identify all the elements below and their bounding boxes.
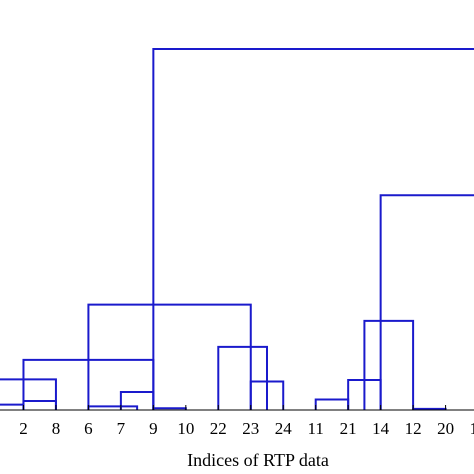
- x-tick-label: 14: [372, 419, 390, 438]
- x-tick-label: 13: [470, 419, 474, 438]
- x-tick-label: 20: [437, 419, 454, 438]
- x-tick-label: 23: [242, 419, 259, 438]
- x-tick-label: 8: [52, 419, 61, 438]
- x-tick-label: 9: [149, 419, 158, 438]
- dendrogram-link-1: [0, 403, 25, 410]
- dendrogram-link-2: [22, 399, 57, 410]
- dendrogram-link-11: [363, 319, 415, 410]
- x-tick-label: 2: [19, 419, 28, 438]
- x-tick-label: 12: [405, 419, 422, 438]
- dendrogram-link-15: [379, 194, 474, 410]
- dendrogram-link-14: [87, 303, 252, 410]
- x-tick-label: 6: [84, 419, 93, 438]
- x-tick-label: 11: [308, 419, 324, 438]
- x-tick-label: 21: [340, 419, 357, 438]
- dendrogram-links: [0, 48, 474, 410]
- dendrogram-link-9: [314, 398, 350, 410]
- dendrogram-link-5: [87, 405, 139, 410]
- x-tick-label: 24: [275, 419, 293, 438]
- x-axis-ticks: [22, 405, 447, 410]
- dendrogram-link-8: [217, 345, 268, 410]
- x-tick-label: 10: [177, 419, 194, 438]
- x-tick-label: 22: [210, 419, 227, 438]
- x-tick-label: 7: [117, 419, 126, 438]
- x-axis-title: Indices of RTP data: [187, 450, 329, 470]
- x-axis-tick-labels: 12867910222324112114122013: [19, 419, 474, 438]
- dendrogram-link-16: [152, 48, 474, 410]
